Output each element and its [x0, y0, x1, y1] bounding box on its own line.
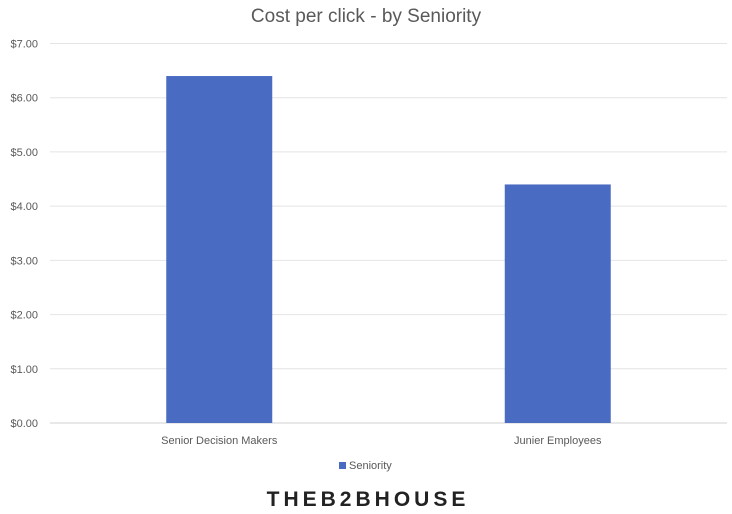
bar-2 — [504, 184, 611, 423]
y-tick-label: $6.00 — [10, 93, 38, 105]
y-tick-label: $3.00 — [10, 255, 38, 267]
y-tick-label: $2.00 — [10, 310, 38, 322]
y-tick-label: $7.00 — [10, 39, 38, 51]
y-tick-label: $1.00 — [10, 364, 38, 376]
x-category-label: Senior Decision Makers — [161, 435, 278, 447]
y-tick-label: $4.00 — [10, 201, 38, 213]
y-tick-label: $5.00 — [10, 147, 38, 159]
bar-1 — [166, 76, 273, 424]
legend-swatch — [339, 462, 346, 469]
chart-title: Cost per click - by Seniority — [251, 6, 482, 27]
y-tick-label: $0.00 — [10, 418, 38, 430]
watermark-logo: THEB2BHOUSE — [267, 488, 470, 511]
legend-label: Seniority — [349, 460, 392, 472]
x-category-label: Junier Employees — [514, 435, 602, 447]
legend: Seniority — [339, 460, 392, 472]
